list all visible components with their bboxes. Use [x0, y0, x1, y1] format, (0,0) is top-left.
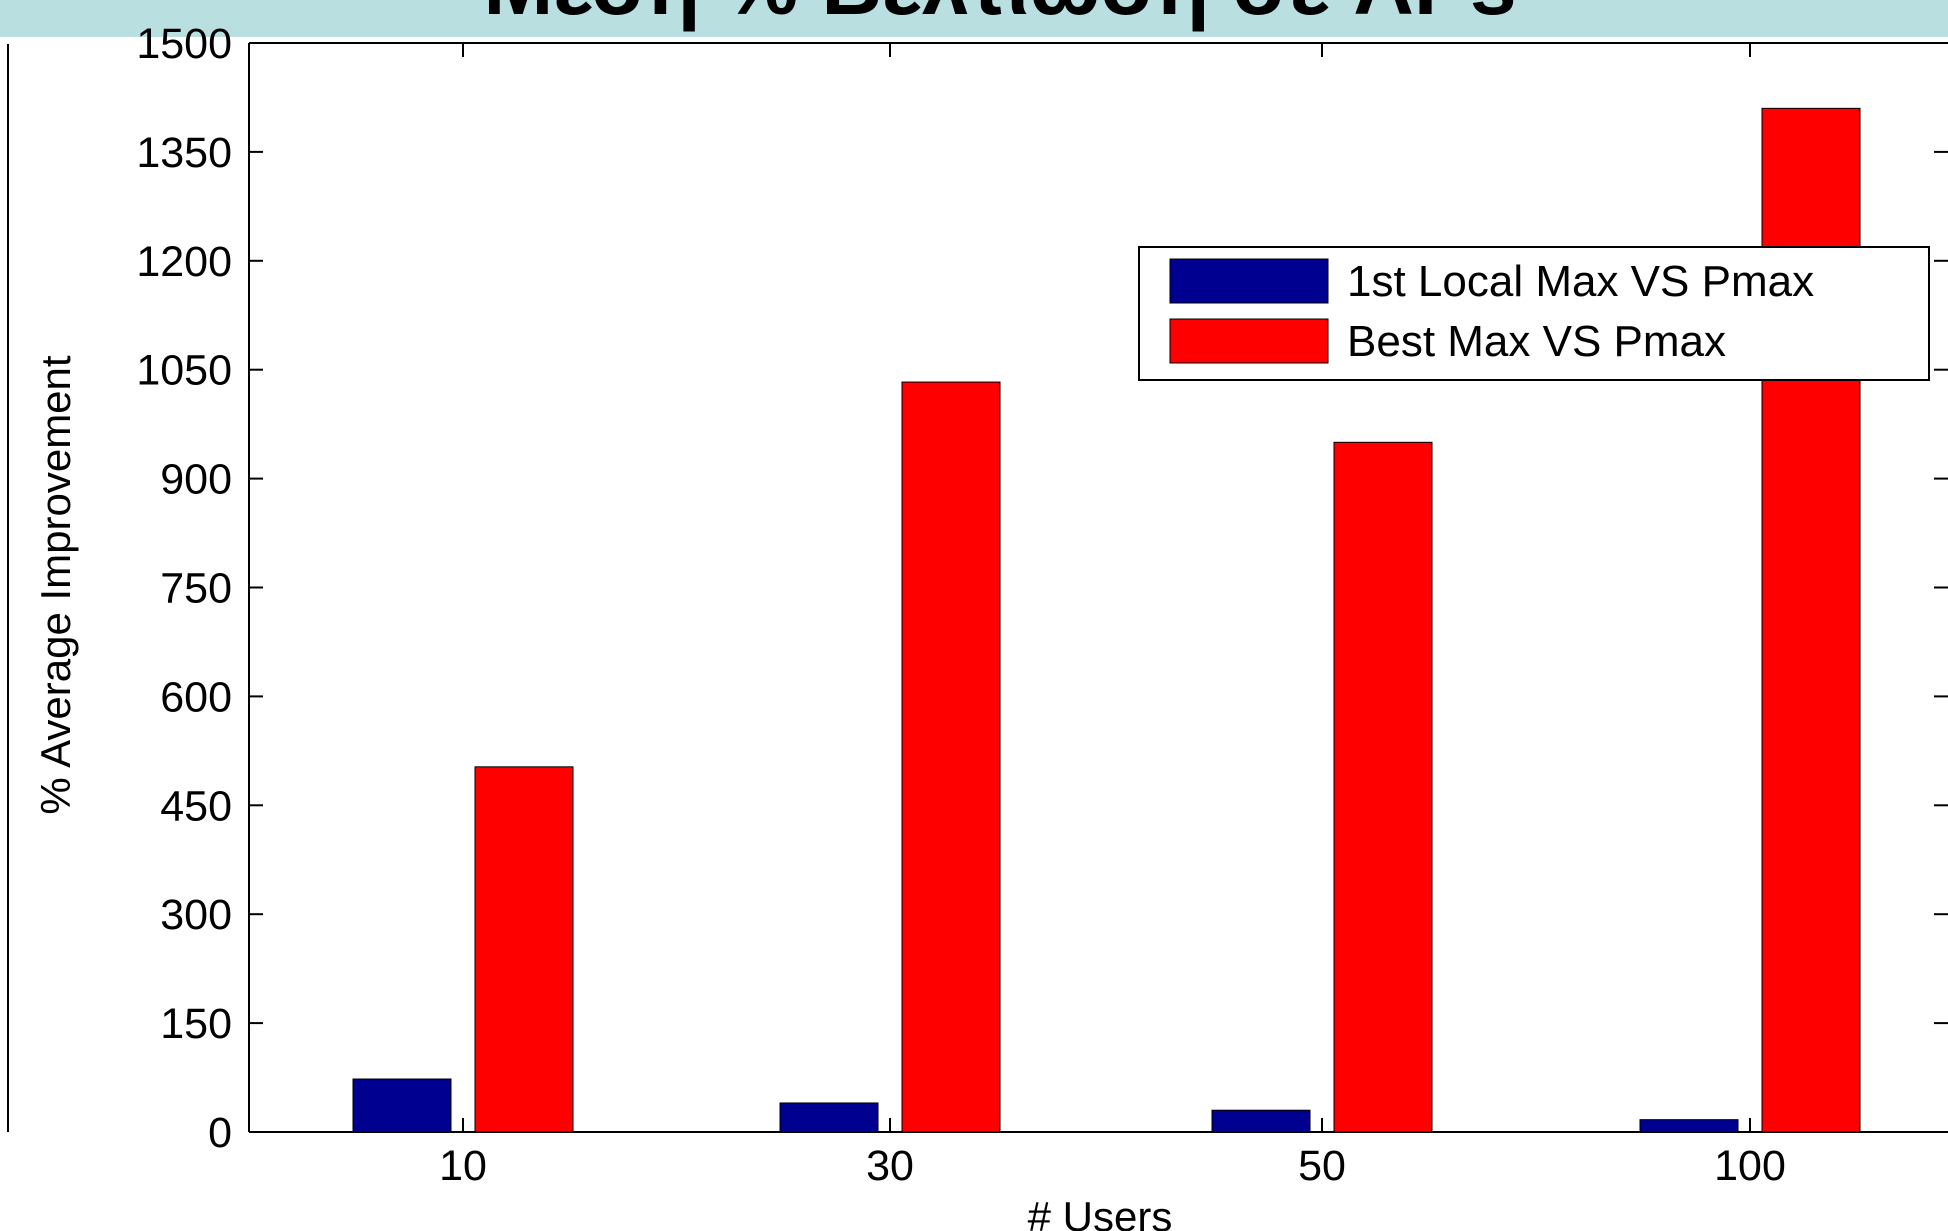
legend-label-series-2: Best Max VS Pmax [1347, 317, 1726, 366]
title-banner [0, 0, 1948, 37]
bar-series-2-50 [1333, 441, 1433, 1133]
x-axis-title: # Users [1028, 1193, 1173, 1231]
x-tick-label: 50 [1298, 1142, 1346, 1190]
y-tick-label: 450 [160, 782, 232, 830]
y-tick-label: 1050 [136, 347, 232, 395]
legend: 1st Local Max VS Pmax Best Max VS Pmax [1138, 246, 1930, 381]
legend-swatch-series-1 [1169, 258, 1329, 304]
bar-series-1-100 [1639, 1119, 1739, 1133]
bar-series-1-10 [352, 1078, 452, 1133]
x-axis-ticks: 10 30 50 100 [439, 43, 1786, 1190]
bar-series-1-30 [779, 1102, 879, 1133]
y-tick-label: 300 [160, 891, 232, 939]
y-tick-label: 1200 [136, 238, 232, 286]
y-tick-label: 0 [208, 1109, 232, 1157]
bar-series-2-30 [901, 381, 1001, 1133]
y-axis-ticks: 0 150 300 450 600 750 900 1050 1200 1350 1500 [136, 20, 1948, 1157]
x-tick-label: 30 [866, 1142, 914, 1190]
y-axis-title: % Average Improvement [32, 355, 79, 814]
y-tick-label: 900 [160, 456, 232, 504]
x-tick-label: 100 [1714, 1142, 1786, 1190]
slide-title: Μέση % Βελτίωση σε APs [483, 0, 1516, 32]
y-tick-label: 750 [160, 565, 232, 613]
y-tick-label: 1500 [136, 20, 232, 68]
y-tick-label: 150 [160, 1000, 232, 1048]
legend-label-series-1: 1st Local Max VS Pmax [1347, 257, 1814, 306]
legend-swatch-series-2 [1169, 318, 1329, 364]
x-tick-label: 10 [439, 1142, 487, 1190]
bar-series-2-10 [474, 766, 574, 1133]
bar-series-1-50 [1211, 1109, 1311, 1133]
y-tick-label: 600 [160, 673, 232, 721]
y-tick-label: 1350 [136, 129, 232, 177]
